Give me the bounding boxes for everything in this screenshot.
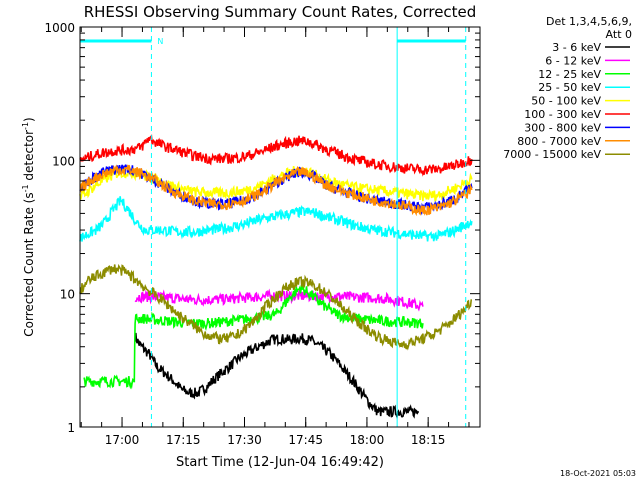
series-line-25-50-kev [79,196,473,242]
x-tick-label: 17:45 [288,433,323,447]
y-tick-label: 1 [67,421,75,435]
legend-detectors-line2: Att 0 [606,28,632,41]
chart-title: RHESSI Observing Summary Count Rates, Co… [84,3,477,21]
plot-data [79,134,473,420]
saa-marker-label: N [157,37,163,46]
legend-label-50-100-kev: 50 - 100 keV [531,95,601,108]
legend-detectors-line1: Det 1,3,4,5,6,9, [546,15,632,28]
x-tick-label: 17:15 [166,433,201,447]
series-line-100-300-kev [79,134,473,177]
series-line-800-7000-kev [79,164,473,217]
x-tick-label: 18:00 [350,433,385,447]
x-tick-label: 17:30 [227,433,262,447]
y-tick-label: 10 [60,288,75,302]
series-line-3-6-kev [134,332,419,420]
x-axis-label: Start Time (12-Jun-04 16:49:42) [176,455,384,470]
x-axis: 17:00 17:15 17:30 17:45 18:00 18:15 [80,27,470,447]
legend-label-25-50-kev: 25 - 50 keV [538,81,601,94]
legend-label-300-800-kev: 300 - 800 keV [524,121,601,134]
x-tick-label: 18:15 [411,433,446,447]
y-axis: 1 10 100 1000 [44,21,480,435]
saa-night-overlays: N [79,27,467,427]
timestamp: 18-Oct-2021 05:03 [560,469,636,478]
legend-label-12-25-kev: 12 - 25 keV [538,68,601,81]
legend-label-3-6-kev: 3 - 6 keV [552,41,601,54]
legend-label-100-300-kev: 100 - 300 keV [524,108,601,121]
series-line-7000-15000-kev [79,263,473,351]
y-axis-label: Corrected Count Rate (s-1 detector-1) [21,117,36,336]
legend-label-800-7000-kev: 800 - 7000 keV [517,135,601,148]
plot-frame [79,26,481,428]
y-tick-label: 1000 [44,21,75,35]
x-tick-label: 17:00 [105,433,140,447]
legend-label-6-12-kev: 6 - 12 keV [545,54,601,67]
legend-label-7000-15000-kev: 7000 - 15000 keV [503,148,601,161]
y-tick-label: 100 [52,154,75,168]
